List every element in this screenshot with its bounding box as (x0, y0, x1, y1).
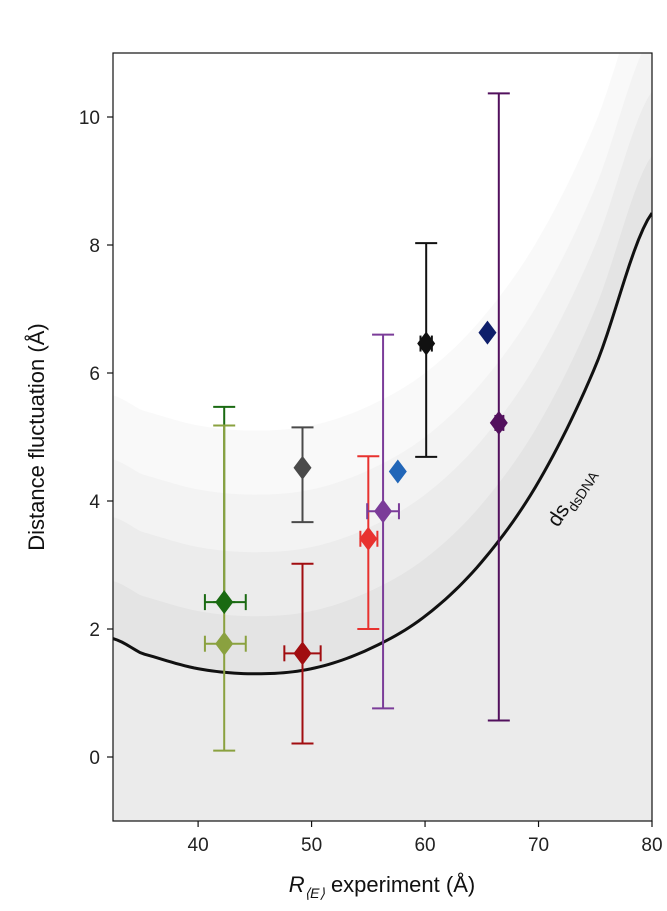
x-axis-ticks: 40 50 60 70 80 (188, 821, 663, 856)
marker-dark-purple (489, 410, 508, 435)
x-tick-label: 40 (188, 835, 209, 856)
x-axis-label: R⟨E⟩ experiment (Å) (289, 872, 475, 901)
y-tick-label: 6 (89, 364, 100, 385)
data-markers (215, 320, 508, 666)
y-tick-label: 0 (89, 748, 100, 769)
marker-red (359, 526, 378, 551)
marker-black (417, 331, 436, 356)
y-tick-label: 8 (89, 236, 100, 257)
x-tick-label: 50 (301, 835, 322, 856)
y-axis-label: Distance fluctuation (Å) (24, 323, 49, 550)
marker-purple (374, 499, 393, 524)
marker-dark-red (293, 641, 312, 666)
marker-navy (478, 320, 497, 345)
plot-frame (112, 52, 653, 822)
y-axis-ticks: 0 2 4 6 8 10 (79, 108, 113, 769)
marker-dark-gray (293, 455, 312, 480)
marker-blue (388, 459, 407, 484)
marker-olive (215, 631, 234, 656)
below-curve-region (113, 213, 652, 821)
marker-dark-green (215, 590, 234, 615)
y-tick-label: 10 (79, 108, 100, 129)
x-tick-label: 60 (414, 835, 435, 856)
x-tick-label: 80 (641, 835, 662, 856)
y-tick-label: 4 (89, 492, 100, 513)
y-tick-label: 2 (89, 620, 100, 641)
x-tick-label: 70 (528, 835, 549, 856)
